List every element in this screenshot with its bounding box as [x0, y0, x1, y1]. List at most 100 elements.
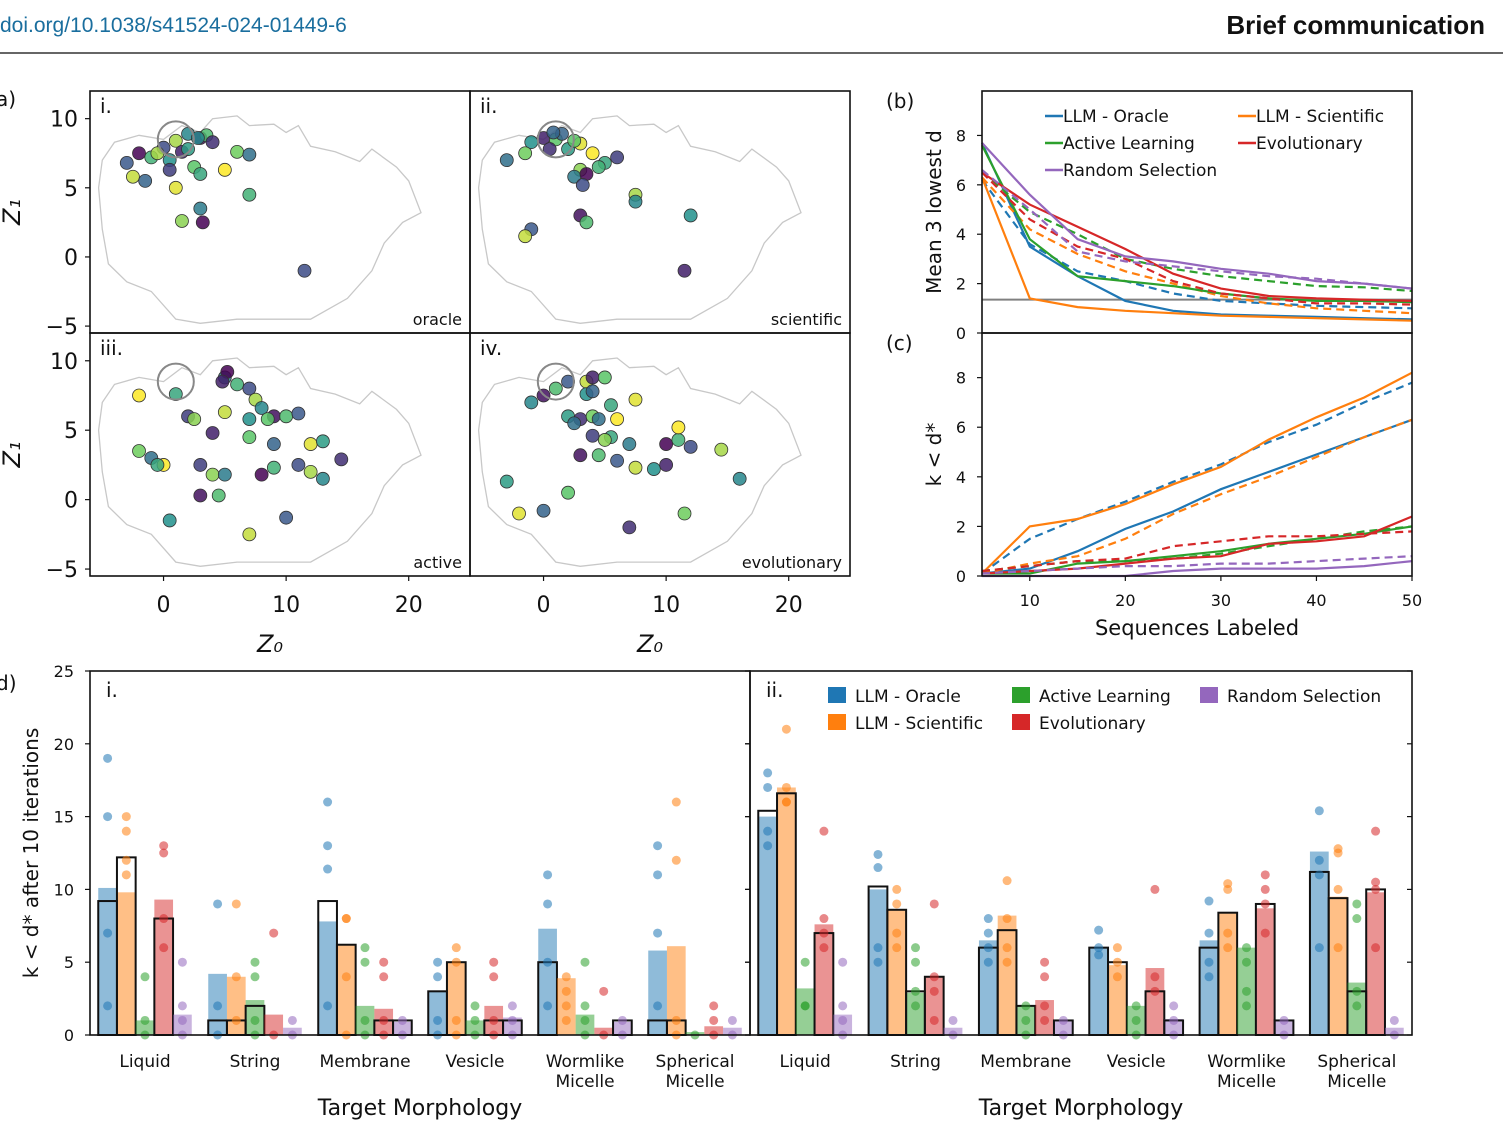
bar-scientific: [336, 944, 356, 1035]
dot-scientific: [781, 782, 791, 792]
dot-scientific: [561, 1001, 571, 1011]
section-title: Brief communication: [1226, 10, 1485, 40]
legend-label-evolutionary: Evolutionary: [1256, 134, 1363, 154]
series-line-oracle-solid: [981, 142, 1413, 321]
scatter-point: [499, 474, 514, 489]
scatter-point: [162, 513, 177, 528]
dot-oracle: [983, 957, 993, 967]
scatter-point: [242, 147, 257, 162]
dot-scientific: [1223, 943, 1233, 953]
scatter-point: [162, 162, 177, 177]
bar-active: [795, 988, 815, 1035]
x-tick-label: 0: [157, 593, 171, 618]
bar-oracle: [1199, 940, 1219, 1035]
dot-evolutionary: [159, 841, 169, 851]
scatter-point: [622, 437, 637, 451]
dot-evolutionary: [1040, 972, 1050, 982]
dot-oracle: [1204, 972, 1214, 982]
dot-oracle: [763, 841, 773, 851]
dot-scientific: [1333, 884, 1343, 894]
dot-scientific: [1002, 876, 1012, 886]
dot-random: [1169, 1001, 1179, 1011]
scatter-point: [575, 178, 590, 192]
y-tick-label: 10: [50, 350, 78, 375]
dot-scientific: [231, 899, 241, 909]
dot-active: [800, 1001, 810, 1011]
dot-oracle: [323, 841, 333, 851]
dot-active: [1242, 943, 1251, 953]
legend-label-evolutionary: Evolutionary: [1039, 714, 1146, 734]
scatter-point: [585, 384, 600, 399]
dot-oracle: [1204, 957, 1214, 967]
dot-scientific: [892, 943, 902, 953]
dot-oracle: [763, 826, 773, 836]
scatter-point: [659, 458, 674, 472]
dot-evolutionary: [929, 1015, 939, 1025]
legend-swatch-active: [1012, 687, 1030, 703]
scatter-point: [512, 506, 526, 521]
bar-random: [1164, 1018, 1184, 1035]
dot-evolutionary: [599, 986, 609, 996]
scatter-point: [671, 433, 686, 447]
x-tick-label: 0: [537, 593, 551, 618]
scatter-point: [254, 401, 269, 415]
dot-oracle: [323, 1001, 333, 1011]
dot-evolutionary: [489, 972, 499, 982]
legend-label-oracle: LLM - Oracle: [1063, 107, 1169, 127]
dot-oracle: [103, 928, 113, 938]
dot-oracle: [873, 863, 883, 873]
scatter-point: [132, 146, 146, 161]
target-circle: [156, 362, 195, 401]
x-axis-label: Sequences Labeled: [1095, 616, 1299, 640]
scatter-point: [579, 215, 594, 230]
scatter-point: [260, 412, 275, 426]
dot-scientific: [1333, 848, 1343, 858]
dot-oracle: [653, 841, 663, 851]
series-line-active-solid: [982, 525, 1413, 575]
bar-scientific: [116, 892, 136, 1035]
dot-random: [948, 1015, 958, 1025]
dot-oracle: [543, 1001, 553, 1011]
series-line-active-solid: [981, 144, 1413, 304]
dot-active: [1131, 1001, 1141, 1011]
y-tick-label: 4: [956, 225, 966, 244]
y-tick-label: 0: [64, 489, 78, 514]
bar-scientific: [1108, 965, 1127, 1035]
scatter-point: [518, 146, 533, 161]
bar-oracle: [98, 887, 117, 1035]
scatter-point: [119, 156, 134, 170]
category-label: Membrane: [319, 1052, 410, 1072]
dot-active: [1352, 899, 1362, 909]
bar-scientific: [226, 976, 246, 1035]
dot-scientific: [341, 972, 351, 982]
scatter-point: [628, 460, 643, 475]
legend-label-random: Random Selection: [1227, 687, 1381, 707]
doi-link[interactable]: doi.org/10.1038/s41524-024-01449-6: [0, 14, 347, 37]
dot-scientific: [1002, 957, 1012, 967]
scatter-point: [610, 150, 624, 165]
dot-active: [140, 972, 150, 982]
target-circle: [536, 362, 575, 401]
bar-scientific: [1328, 896, 1348, 1035]
legend-label-oracle: LLM - Oracle: [855, 687, 961, 707]
legend-label-random: Random Selection: [1063, 161, 1217, 181]
category-label: Wormlike: [546, 1052, 625, 1072]
scatter-point: [567, 416, 582, 431]
y-tick-label: 20: [54, 735, 74, 754]
dot-scientific: [561, 986, 571, 996]
dot-active: [911, 943, 920, 953]
scatter-point: [254, 467, 269, 482]
bar-active: [906, 992, 925, 1035]
y-tick-label: 0: [64, 1026, 74, 1045]
dot-oracle: [1204, 896, 1214, 906]
dot-evolutionary: [1260, 928, 1270, 938]
y-axis-label: Mean 3 lowest d: [922, 130, 946, 294]
dot-scientific: [1002, 914, 1012, 924]
dot-scientific: [451, 1015, 461, 1025]
series-line-scientific-dashed: [981, 176, 1413, 315]
dot-oracle: [983, 914, 993, 924]
y-tick-label: 10: [54, 880, 74, 899]
dot-oracle: [763, 768, 773, 778]
bar-scientific: [446, 962, 466, 1035]
